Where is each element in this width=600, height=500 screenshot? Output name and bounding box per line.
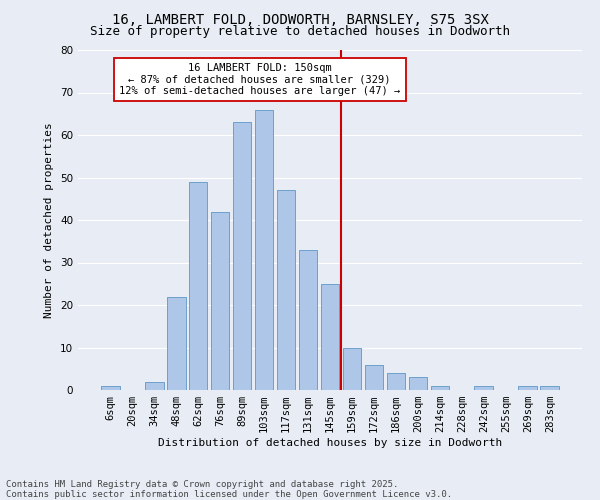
Bar xyxy=(386,373,405,390)
Bar xyxy=(255,110,274,390)
Bar xyxy=(365,364,383,390)
Bar xyxy=(167,296,185,390)
Bar xyxy=(409,378,427,390)
Bar xyxy=(277,190,295,390)
Bar xyxy=(343,348,361,390)
Text: 16 LAMBERT FOLD: 150sqm
← 87% of detached houses are smaller (329)
12% of semi-d: 16 LAMBERT FOLD: 150sqm ← 87% of detache… xyxy=(119,62,400,96)
Text: 16, LAMBERT FOLD, DODWORTH, BARNSLEY, S75 3SX: 16, LAMBERT FOLD, DODWORTH, BARNSLEY, S7… xyxy=(112,12,488,26)
Text: Contains HM Land Registry data © Crown copyright and database right 2025.
Contai: Contains HM Land Registry data © Crown c… xyxy=(6,480,452,499)
Text: Size of property relative to detached houses in Dodworth: Size of property relative to detached ho… xyxy=(90,25,510,38)
Bar xyxy=(211,212,229,390)
Bar xyxy=(541,386,559,390)
Bar xyxy=(145,382,164,390)
Bar xyxy=(189,182,208,390)
X-axis label: Distribution of detached houses by size in Dodworth: Distribution of detached houses by size … xyxy=(158,438,502,448)
Bar xyxy=(101,386,119,390)
Bar xyxy=(320,284,340,390)
Bar xyxy=(518,386,537,390)
Y-axis label: Number of detached properties: Number of detached properties xyxy=(44,122,55,318)
Bar xyxy=(431,386,449,390)
Bar xyxy=(299,250,317,390)
Bar xyxy=(475,386,493,390)
Bar xyxy=(233,122,251,390)
